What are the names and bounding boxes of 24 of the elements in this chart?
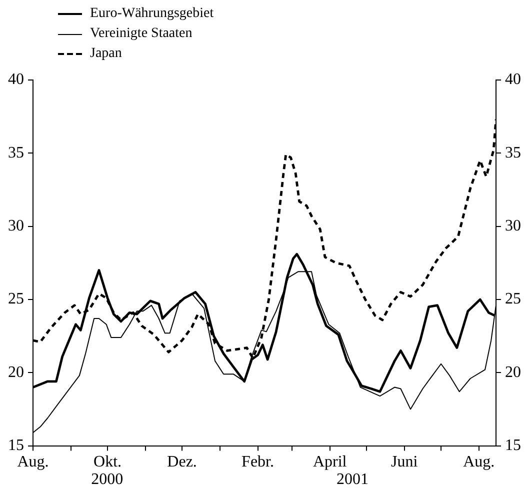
y-tick-label: 35 [8,144,24,162]
y-tick-label: 40 [8,71,24,88]
x-tick-label: Febr. [242,454,274,471]
y2-tick-label: 20 [505,364,521,381]
y2-tick-label: 15 [505,437,521,454]
legend-label: Japan [90,45,122,63]
y-tick-label: 15 [8,437,24,454]
y-tick-label: 20 [8,364,24,381]
y2-tick-label: 35 [505,144,521,162]
x-tick-label: Aug. [463,454,495,471]
y-tick-label: 30 [8,218,24,235]
y2-tick-label: 30 [505,218,521,235]
text: 2001 [336,471,368,488]
legend-label: Vereinigte Staaten [90,25,192,43]
x-tick-label: Juni [391,454,418,471]
legend-label: Euro-Währungsgebiet [90,5,214,23]
y-tick-label: 25 [8,290,24,308]
y2-tick-label: 25 [505,290,521,308]
text: 2000 [91,471,124,488]
x-tick-label: Aug. [17,454,49,471]
x-tick-label: April [312,454,348,471]
y2-tick-label: 40 [505,71,521,88]
x-tick-label: Okt. [94,454,122,471]
x-tick-label: Dez. [167,454,197,471]
